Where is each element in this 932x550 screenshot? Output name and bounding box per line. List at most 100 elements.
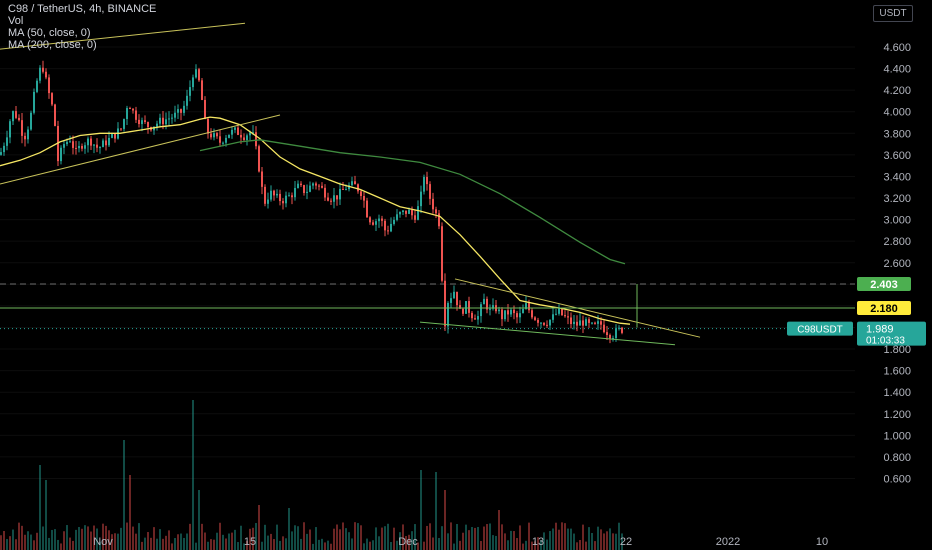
candle-body: [246, 135, 248, 141]
candle-body: [444, 280, 446, 327]
candle-body: [120, 128, 122, 130]
volume-bar: [321, 538, 323, 550]
legend-vol[interactable]: Vol: [8, 15, 24, 27]
candle-body: [609, 334, 611, 339]
candle-body: [600, 321, 602, 325]
volume-bar: [492, 535, 494, 550]
candle-body: [333, 195, 335, 202]
volume-bar: [591, 533, 593, 550]
volume-bar: [519, 525, 521, 550]
legend-title[interactable]: C98 / TetherUS, 4h, BINANCE: [8, 3, 157, 15]
currency-unit-button[interactable]: USDT: [873, 5, 913, 22]
candle-body: [291, 195, 293, 198]
volume-bar: [333, 528, 335, 550]
candle-body: [114, 133, 116, 139]
trendline[interactable]: [419, 321, 676, 346]
trendline[interactable]: [0, 114, 281, 185]
candle-body: [360, 191, 362, 196]
volume-bar: [240, 525, 242, 550]
price-tick-label: 2.600: [883, 258, 911, 270]
candle-body: [438, 213, 440, 227]
volume-bar: [573, 533, 575, 550]
volume-bar: [165, 535, 167, 550]
candle-body: [231, 129, 233, 135]
candle-body: [273, 190, 275, 196]
candle-body: [426, 176, 428, 185]
candle-body: [504, 310, 506, 320]
volume-bar: [564, 523, 566, 550]
volume-bar: [585, 541, 587, 550]
candle-body: [75, 147, 77, 149]
candle-body: [225, 137, 227, 143]
candle-body: [60, 147, 62, 162]
trendline[interactable]: [0, 22, 246, 50]
candle-body: [54, 104, 56, 126]
candle-body: [192, 77, 194, 88]
price-axis[interactable]: 4.600 4.400 4.200 4.000 3.800 3.600 3.400 3.200…: [883, 42, 911, 486]
volume-bar: [558, 529, 560, 550]
candle-body: [345, 189, 347, 191]
last-price-tag: [857, 321, 926, 346]
candle-body: [84, 145, 86, 149]
time-axis[interactable]: Nov 15 Dec 13 22 2022 10: [93, 536, 828, 548]
candle-body: [210, 133, 212, 138]
volume-bar: [168, 530, 170, 550]
volume-bar: [69, 537, 71, 550]
volume-bar: [48, 537, 50, 550]
volume-bar: [36, 532, 38, 550]
candle-body: [621, 327, 623, 333]
volume-bar: [213, 539, 215, 550]
candle-body: [477, 316, 479, 320]
volume-bar: [444, 490, 446, 550]
bar-countdown: 01:03:33: [866, 336, 905, 347]
candle-body: [519, 313, 521, 318]
volume-bar: [186, 533, 188, 550]
candle-body: [309, 185, 311, 192]
volume-bar: [303, 522, 305, 550]
volume-bar: [81, 528, 83, 550]
candle-body: [195, 69, 197, 78]
candle-body: [435, 209, 437, 214]
candle-body: [0, 152, 2, 155]
candle-body: [573, 321, 575, 325]
candle-body: [537, 319, 539, 323]
volume-bar: [291, 531, 293, 550]
volume-bar: [534, 541, 536, 550]
candle-body: [213, 133, 215, 138]
volume-bar: [261, 541, 263, 550]
candle-body: [153, 126, 155, 131]
candle-body: [327, 197, 329, 201]
candle-body: [99, 147, 101, 149]
candle-body: [579, 320, 581, 326]
legend-ma200[interactable]: MA (200, close, 0): [8, 39, 97, 51]
volume-bar: [501, 524, 503, 550]
candle-body: [591, 322, 593, 324]
candle-body: [363, 195, 365, 201]
volume-bar: [588, 527, 590, 550]
candle-body: [510, 309, 512, 315]
price-tick-label: 1.600: [883, 366, 911, 378]
candle-body: [456, 291, 458, 306]
volume-bar: [180, 533, 182, 550]
candle-body: [156, 123, 158, 127]
candle-body: [27, 129, 29, 140]
candle-body: [399, 211, 401, 215]
candle-body: [330, 200, 332, 202]
volume-bar: [495, 535, 497, 550]
candle-body: [318, 185, 320, 187]
candle-body: [219, 136, 221, 143]
volume-bar: [561, 522, 563, 550]
volume-bar: [399, 532, 401, 550]
volume-bar: [297, 526, 299, 550]
volume-bar: [33, 540, 35, 550]
volume-bar: [162, 538, 164, 550]
volume-bar: [27, 531, 29, 550]
volume-bar: [219, 522, 221, 550]
volume-bar: [318, 539, 320, 550]
legend-ma50[interactable]: MA (50, close, 0): [8, 27, 91, 39]
volume-bar: [276, 524, 278, 550]
candle-body: [228, 134, 230, 138]
volume-bar: [600, 529, 602, 550]
volume-bar: [204, 532, 206, 550]
